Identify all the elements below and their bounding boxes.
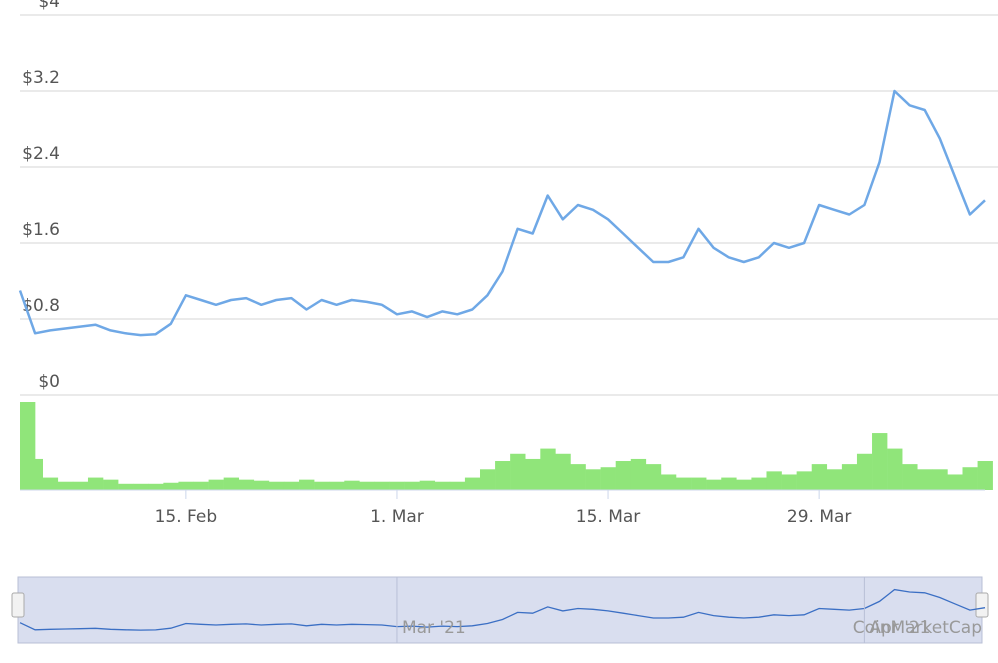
x-tick-label: 15. Mar xyxy=(576,507,641,527)
volume-bar xyxy=(600,467,616,490)
volume-bar xyxy=(27,458,44,490)
volume-bar xyxy=(495,461,511,490)
volume-bar xyxy=(133,483,149,490)
volume-bar xyxy=(751,477,767,490)
volume-bar xyxy=(283,481,300,490)
volume-bar xyxy=(178,481,194,490)
navigator-tick-label: Apr '21 xyxy=(869,618,930,638)
volume-bar xyxy=(540,448,556,490)
volume-bar xyxy=(72,481,89,490)
volume-bar xyxy=(268,481,285,490)
y-tick-label: $0.8 xyxy=(22,296,60,316)
credit: CoinMarketCap xyxy=(853,618,982,638)
volume-bar xyxy=(314,481,330,490)
volume-bar xyxy=(253,480,270,490)
volume-bar xyxy=(721,477,737,490)
x-tick-label: 1. Mar xyxy=(370,507,424,527)
navigator-handle-right[interactable] xyxy=(975,592,989,618)
volume-bar xyxy=(660,474,677,490)
y-tick-label: $0 xyxy=(38,372,60,392)
volume-bar xyxy=(796,471,812,490)
volume-bar xyxy=(766,471,782,490)
volume-bar xyxy=(615,461,632,490)
volume-bar xyxy=(570,464,586,490)
volume-bar xyxy=(962,467,978,490)
volume-bar xyxy=(208,479,224,490)
volume-bar xyxy=(479,469,496,490)
volume-bar xyxy=(163,482,179,490)
price-line xyxy=(18,89,986,337)
volume-bar xyxy=(329,481,345,490)
volume-bar xyxy=(872,433,888,490)
volume-bar xyxy=(811,464,828,490)
x-tick-label: 15. Feb xyxy=(155,507,218,527)
navigator-handle-left[interactable] xyxy=(11,592,25,618)
navigator-tick-label: Mar '21 xyxy=(402,618,466,638)
volume-bar xyxy=(404,481,420,490)
volume-bar xyxy=(917,469,933,490)
volume-bar xyxy=(525,458,541,490)
volume-bar xyxy=(193,481,209,490)
volume-bar xyxy=(932,469,948,490)
navigator-window[interactable] xyxy=(17,576,983,644)
volume-bar xyxy=(434,481,451,490)
volume-bar xyxy=(856,453,873,490)
volume-bar xyxy=(238,479,255,490)
y-tick-label: $3.2 xyxy=(22,68,60,88)
volume-bar xyxy=(510,453,526,490)
volume-bar xyxy=(706,479,722,490)
volume-bar xyxy=(344,480,360,490)
volume-bar xyxy=(464,477,481,490)
y-tick-label: $2.4 xyxy=(22,144,60,164)
volume-bar xyxy=(299,479,315,490)
volume-bar xyxy=(826,469,843,490)
x-tick-label: 29. Mar xyxy=(787,507,852,527)
volume-bar xyxy=(902,464,918,490)
volume-bar xyxy=(449,481,466,490)
volume-bar xyxy=(87,477,104,490)
volume-bar xyxy=(947,474,963,490)
volume-bar xyxy=(887,448,903,490)
y-tick-label: $1.6 xyxy=(22,220,60,240)
volume-bar xyxy=(977,461,993,490)
volume-bar xyxy=(118,483,134,490)
volume-bar xyxy=(148,483,164,490)
navigator-line xyxy=(19,588,986,631)
volume-bar xyxy=(676,477,692,490)
volume-bar xyxy=(103,479,119,490)
volume-bar xyxy=(57,481,74,490)
volume-bar xyxy=(781,474,797,490)
volume-bar xyxy=(419,480,436,490)
volume-bar xyxy=(645,464,662,490)
volume-bar xyxy=(359,481,375,490)
volume-bar xyxy=(841,464,858,490)
y-tick-label: $4 xyxy=(38,0,60,12)
volume-bar xyxy=(585,469,601,490)
volume-bar xyxy=(691,477,707,490)
volume-bar xyxy=(736,479,752,490)
volume-bar xyxy=(42,477,59,490)
volume-bar xyxy=(374,481,390,490)
volume-bar xyxy=(555,453,571,490)
volume-bar xyxy=(223,477,240,490)
volume-bar xyxy=(630,458,647,490)
volume-bar xyxy=(389,481,405,490)
